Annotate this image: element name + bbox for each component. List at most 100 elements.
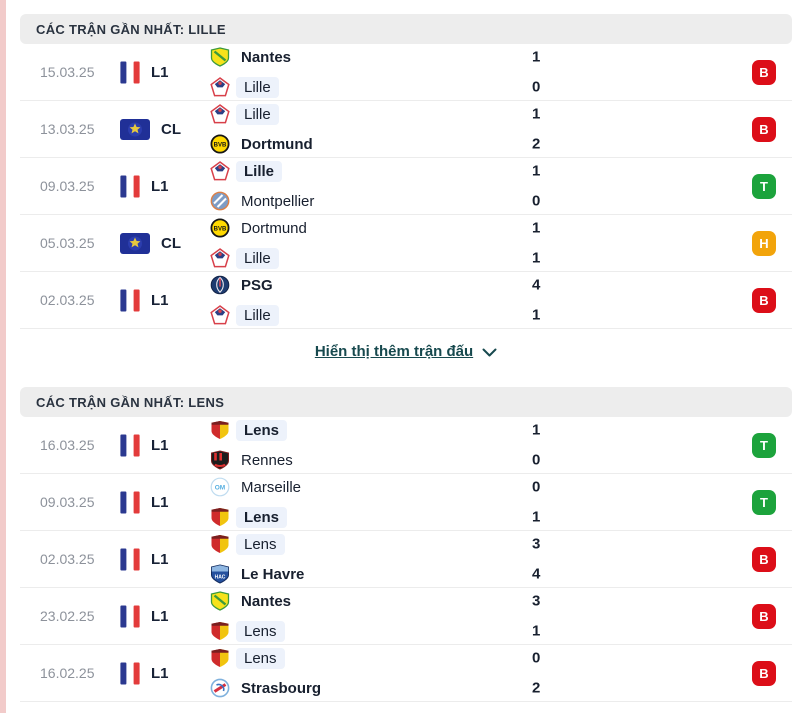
match-row[interactable]: 09.03.25 L1 Lille 1 Montpellier 0 T (20, 158, 792, 215)
team-score: 2 (532, 135, 541, 153)
team-name: Dortmund (241, 219, 307, 237)
team-score: 4 (532, 565, 541, 583)
league-cell: L1 (120, 434, 210, 457)
team-row: Lens 1 (210, 619, 732, 643)
team-row: BVB Dortmund 1 (210, 216, 732, 240)
match-date: 13.03.25 (40, 121, 95, 137)
match-date: 15.03.25 (40, 64, 95, 80)
match-date: 02.03.25 (40, 551, 95, 567)
rennes-logo-icon (210, 450, 230, 470)
team-score: 0 (532, 78, 541, 96)
team-name: Lens (236, 506, 288, 528)
league-label: L1 (151, 550, 169, 568)
team-name: Lens (236, 647, 285, 669)
league-label: L1 (151, 493, 169, 511)
team-score: 0 (532, 478, 541, 496)
team-name: Montpellier (241, 192, 315, 210)
league-cell: L1 (120, 289, 210, 312)
result-cell: T (740, 489, 788, 515)
lille-logo-icon (210, 305, 230, 325)
match-date: 16.03.25 (40, 437, 95, 453)
montpellier-logo-icon (210, 191, 230, 211)
team-name: Dortmund (241, 135, 313, 153)
fr-flag-icon (120, 61, 140, 84)
league-label: L1 (151, 291, 169, 309)
match-row[interactable]: 05.03.25 CL BVB Dortmund 1 Lille 1 H (20, 215, 792, 272)
team-row: OM Marseille 0 (210, 475, 732, 499)
team-row: Lille 1 (210, 159, 732, 183)
league-cell: CL (120, 118, 210, 140)
team-name: Lille (236, 304, 279, 326)
match-row[interactable]: 13.03.25 CL Lille 1 BVB Dortmund 2 B (20, 101, 792, 158)
result-cell: H (740, 230, 788, 256)
fr-flag-icon (120, 491, 140, 514)
team-name: Lens (236, 620, 285, 642)
team-row: Montpellier 0 (210, 189, 732, 213)
team-name: Rennes (241, 451, 293, 469)
match-row[interactable]: 16.02.25 L1 Lens 0 Strasbourg 2 B (20, 645, 792, 702)
match-row[interactable]: 23.02.25 L1 Nantes 3 Lens 1 B (20, 588, 792, 645)
team-row: Nantes 1 (210, 45, 732, 69)
match-date: 02.03.25 (40, 292, 95, 308)
show-more-link[interactable]: Hiển thị thêm trận đấu (314, 342, 474, 360)
team-name: Marseille (241, 478, 302, 496)
team-score: 1 (532, 162, 541, 180)
match-date: 05.03.25 (40, 235, 95, 251)
result-cell: B (740, 116, 788, 142)
recent-matches-panel: CÁC TRẬN GẦN NHẤT: LILLE 15.03.25 L1 Nantes… (20, 14, 792, 702)
team-score: 1 (532, 249, 541, 267)
team-name: Lille (236, 160, 283, 182)
league-label: L1 (151, 664, 169, 682)
fr-flag-icon (120, 548, 140, 571)
chevron-down-icon (482, 345, 497, 357)
result-badge: T (752, 489, 776, 515)
team-row: Lille 1 (210, 303, 732, 327)
cl-badge-icon (120, 118, 150, 140)
league-label: L1 (151, 177, 169, 195)
league-cell: L1 (120, 548, 210, 571)
team-score: 1 (532, 48, 541, 66)
match-row[interactable]: 15.03.25 L1 Nantes 1 Lille 0 B (20, 44, 792, 101)
team-name: Nantes (241, 592, 292, 610)
match-date: 09.03.25 (40, 494, 95, 510)
result-badge: B (752, 287, 776, 313)
league-label: CL (161, 234, 181, 252)
match-row[interactable]: 09.03.25 L1 OM Marseille 0 Lens 1 T (20, 474, 792, 531)
page-left-strip (0, 0, 6, 713)
teams-cell: Lille 1 Montpellier 0 (210, 159, 732, 213)
match-row[interactable]: 02.03.25 L1 Lens 3 HAC Le Havre 4 B (20, 531, 792, 588)
lille-logo-icon (210, 77, 230, 97)
fr-flag-icon (120, 289, 140, 312)
team-name: Lille (236, 103, 279, 125)
result-badge: B (752, 116, 776, 142)
team-score: 1 (532, 219, 541, 237)
result-cell: B (740, 59, 788, 85)
lille-logo-icon (210, 248, 230, 268)
team-row: Lens 1 (210, 418, 732, 442)
teams-cell: Nantes 3 Lens 1 (210, 589, 732, 643)
match-row[interactable]: 02.03.25 L1 PSG 4 Lille 1 B (20, 272, 792, 329)
result-badge: T (752, 432, 776, 458)
lille-logo-icon (210, 104, 230, 124)
league-cell: L1 (120, 61, 210, 84)
team-row: Lille 0 (210, 75, 732, 99)
team-row: HAC Le Havre 4 (210, 562, 732, 586)
lens-logo-icon (210, 648, 230, 668)
result-cell: T (740, 173, 788, 199)
teams-cell: BVB Dortmund 1 Lille 1 (210, 216, 732, 270)
team-name: Le Havre (241, 565, 305, 583)
league-cell: CL (120, 232, 210, 254)
dortmund-logo-icon: BVB (210, 218, 230, 238)
team-score: 1 (532, 105, 541, 123)
league-label: L1 (151, 63, 169, 81)
fr-flag-icon (120, 434, 140, 457)
result-cell: T (740, 432, 788, 458)
match-row[interactable]: 16.03.25 L1 Lens 1 Rennes 0 T (20, 417, 792, 474)
section-title: CÁC TRẬN GẦN NHẤT: LENS (20, 387, 792, 417)
team-score: 1 (532, 622, 541, 640)
league-label: CL (161, 120, 181, 138)
result-cell: B (740, 546, 788, 572)
league-cell: L1 (120, 662, 210, 685)
teams-cell: OM Marseille 0 Lens 1 (210, 475, 732, 529)
dortmund-logo-icon: BVB (210, 134, 230, 154)
